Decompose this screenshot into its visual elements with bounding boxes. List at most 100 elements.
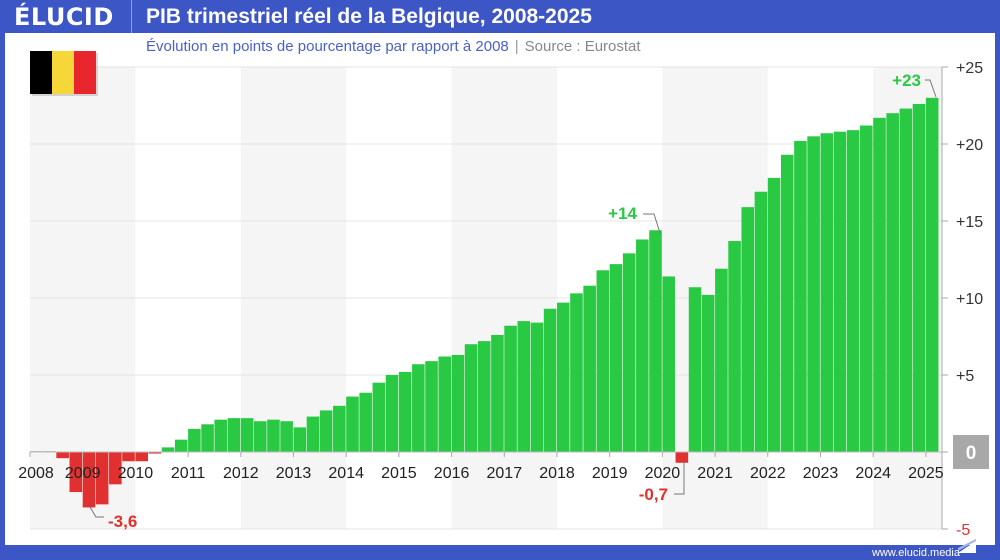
header-bar: ÉLUCID PIB trimestriel réel de la Belgiq…: [0, 0, 1000, 33]
bar: [833, 131, 847, 452]
bar: [280, 421, 293, 452]
y-tick-label: +20: [956, 137, 983, 154]
bar: [109, 452, 122, 485]
bar: [135, 452, 148, 462]
bar: [464, 344, 478, 452]
x-tick-label: 2025: [908, 465, 944, 482]
header-divider: [131, 0, 132, 33]
bar: [886, 113, 899, 452]
bar: [504, 325, 517, 452]
bar: [491, 334, 504, 452]
bar: [346, 396, 359, 452]
source-text: Source : Eurostat: [524, 38, 641, 55]
x-tick-label: 2022: [750, 465, 786, 482]
bar: [794, 140, 807, 453]
bar: [477, 341, 491, 452]
subtitle-separator: |: [514, 38, 519, 55]
y-tick-label: -5: [956, 522, 970, 539]
bar: [675, 452, 689, 463]
y-tick-label: +5: [956, 368, 974, 385]
annotation-label: -3,6: [108, 512, 137, 531]
bar: [95, 452, 109, 505]
y-tick-label: +15: [956, 214, 983, 231]
annotation-leader: [674, 462, 685, 495]
bar: [860, 125, 873, 453]
bar: [188, 428, 201, 452]
subtitle-text: Évolution en points de pourcentage par r…: [146, 38, 509, 55]
bar: [148, 452, 162, 454]
x-tick-label: 2014: [328, 465, 364, 482]
bar: [530, 322, 544, 452]
footer-url: www.elucid.media: [871, 547, 960, 559]
bar: [425, 361, 438, 452]
bar: [846, 130, 860, 452]
annotation-label: +14: [608, 204, 637, 223]
bar: [754, 191, 768, 453]
x-tick-label: 2015: [381, 465, 417, 482]
belgium-flag: [30, 51, 98, 96]
bar: [69, 452, 83, 493]
annotation-label: +23: [892, 71, 921, 90]
bar: [873, 117, 886, 452]
axes: +25 +20 +15 +10 +5 0 -5 2008 2009 2010 2011 2012 201…: [18, 60, 989, 539]
bar: [253, 421, 267, 452]
bar: [267, 419, 280, 452]
bar: [359, 392, 372, 452]
bar: [715, 268, 728, 452]
bar: [688, 287, 702, 452]
bar: [385, 375, 399, 452]
x-tick-label: 2018: [539, 465, 575, 482]
bar: [807, 136, 820, 453]
y-tick-label: +25: [956, 60, 983, 77]
bar: [925, 97, 939, 453]
bar: [570, 293, 583, 452]
y-tick-label: 0: [966, 443, 977, 464]
bar: [333, 405, 346, 452]
chart-title: PIB trimestriel réel de la Belgique, 200…: [146, 5, 592, 28]
bar: [319, 410, 333, 452]
bars: [30, 97, 939, 508]
annotation-leader: [89, 506, 104, 518]
x-tick-label: 2024: [855, 465, 891, 482]
x-tick-label: 2016: [434, 465, 470, 482]
bar: [372, 382, 386, 452]
x-tick-label: 2009: [65, 465, 101, 482]
bar: [517, 321, 531, 452]
bar: [227, 418, 241, 452]
bar: [398, 371, 412, 452]
annotation-label: -0,7: [639, 485, 668, 504]
bar: [636, 239, 649, 452]
bar: [161, 447, 175, 452]
bar: [438, 356, 451, 452]
bar: [306, 416, 320, 452]
bar: [174, 439, 188, 452]
footer-logo-icon: [958, 539, 976, 553]
bar: [649, 230, 662, 452]
bar: [201, 424, 214, 452]
x-tick-label: 2017: [487, 465, 523, 482]
bar: [56, 452, 69, 459]
x-tick-label: 2021: [697, 465, 733, 482]
x-tick-label: 2013: [276, 465, 312, 482]
bar: [741, 207, 755, 452]
annotation-leader: [643, 213, 661, 234]
bar: [912, 103, 926, 453]
bar: [82, 452, 96, 508]
x-tick-label: 2020: [645, 465, 681, 482]
chart-subtitle: Évolution en points de pourcentage par r…: [146, 38, 641, 55]
x-tick-label: 2019: [592, 465, 628, 482]
x-tick-label: 2012: [223, 465, 259, 482]
bar: [820, 133, 834, 452]
x-tick-label: 2008: [18, 465, 54, 482]
y-tick-label: +10: [956, 291, 983, 308]
bar: [662, 276, 675, 452]
bar: [767, 177, 781, 452]
annotations: -3,6 +14 -0,7 +23: [89, 71, 937, 531]
bar: [543, 308, 557, 452]
annotation-leader: [925, 79, 937, 98]
bar: [122, 452, 135, 462]
bar: [780, 154, 794, 452]
bar: [899, 108, 913, 452]
zero-label-box: [953, 435, 989, 469]
